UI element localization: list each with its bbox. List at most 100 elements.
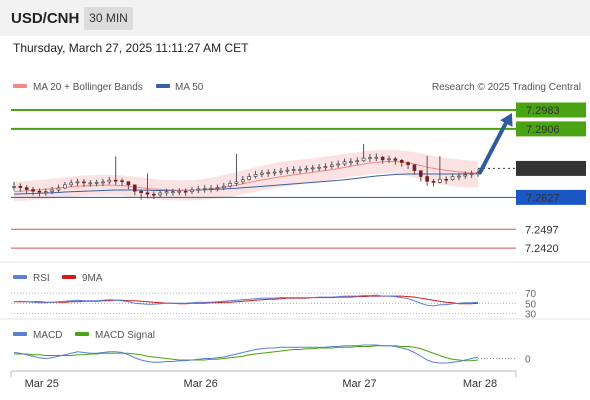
timeframe-button[interactable]: 30 MIN (84, 7, 133, 30)
candle-up (164, 191, 169, 194)
macd-panel: 0 (13, 344, 531, 366)
candle-up (457, 175, 461, 178)
candle-up (349, 161, 353, 164)
candle-up (101, 181, 105, 184)
candle-up (190, 189, 194, 193)
candle-up (171, 191, 175, 194)
rsi-tick-label: 70 (525, 289, 537, 300)
candle-up (253, 174, 258, 177)
ma20-legend-label: MA 20 + Bollinger Bands (33, 82, 143, 93)
rsi-ma-legend-swatch (62, 275, 76, 279)
candle-up (310, 167, 315, 170)
candle-down (152, 193, 156, 196)
candle-up (438, 178, 442, 183)
macd-signal-legend-swatch (75, 332, 89, 336)
candle-up (234, 181, 239, 184)
level-label-bg (516, 189, 586, 205)
candle-up (177, 190, 182, 193)
rsi-ma-legend-label: 9MA (82, 273, 103, 284)
rsi-legend: RSI 9MA (13, 273, 103, 284)
macd-legend-label: MACD (33, 330, 62, 341)
candle-down (31, 189, 35, 192)
candle-down (418, 170, 423, 177)
instrument-title: USD/CNH (11, 10, 80, 27)
rsi-tick-label: 50 (525, 299, 537, 310)
x-tick-label: Mar 25 (25, 378, 59, 390)
candle-up (247, 176, 251, 181)
candle-down (120, 180, 124, 182)
candle-up (291, 169, 296, 171)
x-tick-label: Mar 27 (342, 378, 376, 390)
candle-down (37, 190, 42, 193)
candle-up (355, 160, 360, 163)
candle-up (361, 157, 366, 162)
legend: MA 20 + Bollinger Bands MA 50 Research ©… (13, 82, 581, 93)
candle-up (12, 186, 16, 188)
rsi-tick-label: 30 (525, 309, 537, 320)
rsi-legend-label: RSI (33, 273, 50, 284)
candle-up (88, 182, 93, 185)
candle-up (368, 157, 372, 159)
ma20-legend-swatch (13, 84, 27, 88)
macd-signal-line (14, 345, 479, 362)
candle-up (228, 183, 232, 187)
header-bar: USD/CNH 30 MIN (0, 0, 590, 36)
copyright-text: Research © 2025 Trading Central (432, 82, 581, 93)
ma50-line (13, 173, 479, 195)
candle-down (425, 176, 429, 182)
macd-signal-legend-label: MACD Signal (95, 330, 155, 341)
candle-down (380, 156, 385, 161)
candle-up (450, 176, 455, 181)
candle-down (145, 192, 150, 195)
candle-down (18, 186, 23, 188)
candle-down (399, 160, 404, 163)
candle-up (107, 179, 112, 183)
candle-up (260, 172, 264, 175)
candle-down (412, 164, 417, 171)
candle-up (272, 171, 277, 174)
level-label-bg (516, 102, 586, 118)
candle-up (463, 174, 468, 177)
ma50-legend-label: MA 50 (175, 82, 204, 93)
candle-up (279, 170, 283, 173)
level-label: 7.2420 (525, 243, 559, 255)
candle-up (323, 166, 328, 168)
rsi-legend-swatch (13, 275, 27, 279)
level-label: 7.2745 (526, 163, 560, 175)
candle-up (50, 189, 54, 193)
candle-down (113, 179, 118, 182)
level-label: 7.2627 (526, 192, 560, 204)
candle-down (82, 181, 86, 184)
candle-up (266, 172, 271, 174)
candle-down (132, 184, 137, 192)
candle-up (298, 169, 302, 171)
level-label: 7.2906 (526, 124, 560, 136)
x-axis: Mar 25 Mar 26 Mar 27 Mar 28 (10, 370, 517, 390)
candle-up (69, 182, 74, 186)
candle-down (406, 162, 410, 166)
level-label: 7.2497 (525, 224, 559, 236)
candle-up (56, 187, 61, 191)
bollinger-band (14, 149, 478, 202)
rsi-line (13, 294, 479, 307)
candle-up (330, 164, 334, 167)
candle-up (94, 182, 99, 184)
candle-down (431, 181, 436, 183)
candle-up (336, 163, 340, 166)
candle-down (24, 187, 29, 190)
candle-up (221, 185, 226, 188)
candle-down (126, 181, 131, 186)
macd-legend: MACD MACD Signal (13, 330, 155, 341)
candle-up (342, 161, 347, 165)
candle-up (374, 156, 379, 159)
candle-down (444, 178, 449, 181)
candle-down (183, 190, 188, 193)
macd-line (13, 344, 479, 364)
candle-up (469, 173, 474, 176)
ma50-legend-swatch (156, 84, 170, 88)
candle-up (202, 188, 207, 190)
forecast-arrow-head (500, 112, 513, 127)
level-label-bg (516, 121, 586, 137)
candle-up (241, 179, 245, 183)
